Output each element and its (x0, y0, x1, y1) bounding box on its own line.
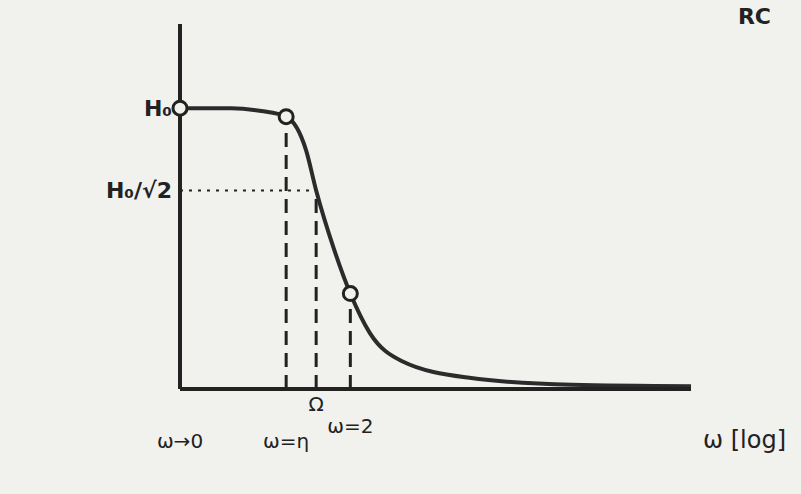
svg-text:ω=η: ω=η (263, 429, 309, 453)
svg-text:ω=2: ω=2 (327, 414, 373, 438)
svg-text:ω→0: ω→0 (157, 429, 203, 453)
svg-text:H₀/√2: H₀/√2 (106, 178, 172, 203)
svg-text:H₀: H₀ (144, 96, 172, 121)
html-text:RC: RC (737, 4, 771, 29)
svg-text:Ω: Ω (309, 392, 324, 416)
svg-text:ω [log]: ω [log] (703, 426, 786, 454)
